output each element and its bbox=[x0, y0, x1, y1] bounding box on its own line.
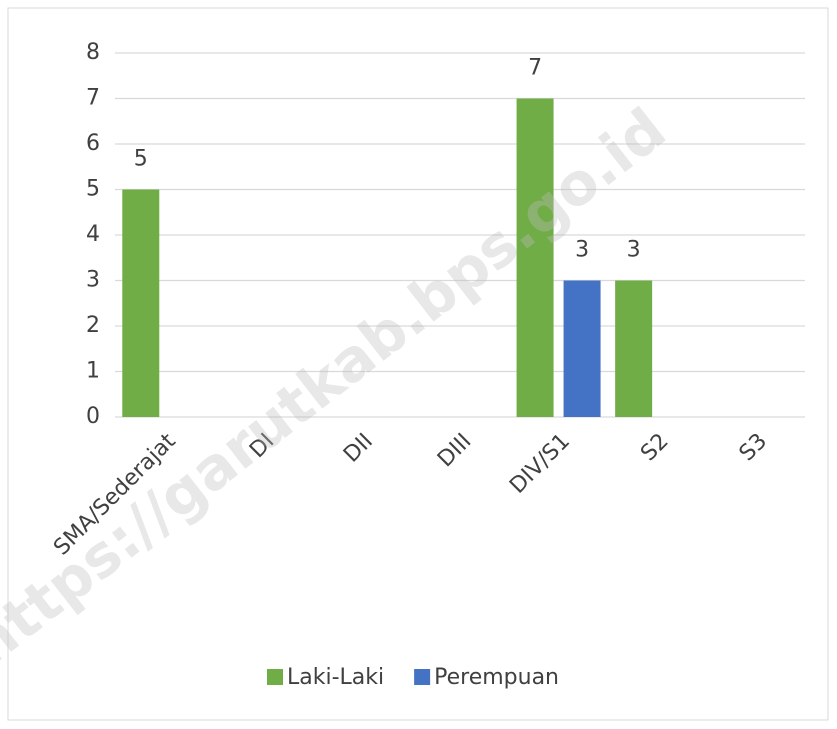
y-tick-label: 6 bbox=[86, 131, 100, 156]
bar bbox=[615, 280, 653, 417]
y-tick-label: 4 bbox=[86, 222, 100, 247]
legend-swatch bbox=[267, 669, 283, 685]
y-tick-label: 8 bbox=[86, 40, 100, 65]
legend-label: Perempuan bbox=[434, 665, 559, 690]
bar bbox=[516, 98, 554, 417]
bar bbox=[122, 189, 160, 417]
data-label: 5 bbox=[134, 147, 148, 172]
data-label: 3 bbox=[575, 238, 589, 263]
y-tick-label: 5 bbox=[86, 177, 100, 202]
data-label: 7 bbox=[528, 56, 542, 81]
legend-label: Laki-Laki bbox=[287, 665, 384, 690]
y-tick-label: 7 bbox=[86, 86, 100, 111]
y-tick-label: 0 bbox=[86, 404, 100, 429]
bar bbox=[563, 280, 601, 417]
legend-swatch bbox=[414, 669, 431, 685]
data-label: 3 bbox=[627, 238, 641, 263]
y-tick-label: 1 bbox=[86, 359, 100, 384]
y-tick-label: 3 bbox=[86, 268, 100, 293]
y-tick-label: 2 bbox=[86, 313, 100, 338]
